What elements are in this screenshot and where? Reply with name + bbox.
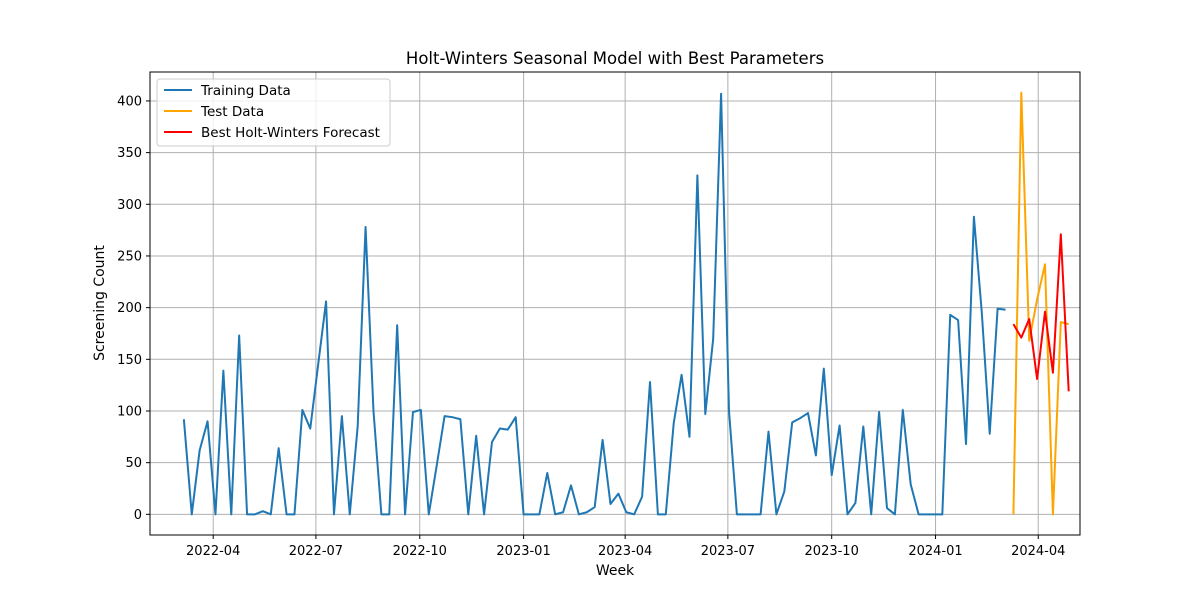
x-tick-label: 2023-10 — [805, 544, 859, 559]
legend-label-1: Test Data — [200, 104, 264, 120]
chart-title: Holt-Winters Seasonal Model with Best Pa… — [406, 49, 824, 68]
series-line-2 — [1012, 233, 1070, 392]
y-tick-label: 350 — [117, 146, 142, 161]
x-tick-label: 2023-04 — [598, 544, 652, 559]
y-tick-label: 0 — [134, 508, 142, 523]
plot-frame — [149, 71, 1081, 536]
y-tick-label: 400 — [117, 94, 142, 109]
x-tick-label: 2022-07 — [289, 544, 343, 559]
y-tick-label: 150 — [117, 353, 142, 368]
legend-label-0: Training Data — [200, 83, 291, 99]
y-axis-label: Screening Count — [92, 245, 108, 361]
y-tick-label: 50 — [125, 456, 142, 471]
x-tick-label: 2022-04 — [186, 544, 240, 559]
x-tick-label: 2024-01 — [908, 544, 962, 559]
plot-area — [150, 72, 1080, 535]
x-tick-label: 2022-10 — [393, 544, 447, 559]
series-lines — [182, 91, 1070, 516]
series-line-1 — [1012, 91, 1069, 516]
legend-label-2: Best Holt-Winters Forecast — [201, 125, 380, 141]
x-axis: 2022-04 2022-07 2022-10 2023-01 2023-04 2023-… — [186, 535, 1065, 559]
y-axis: 0 50 100 150 200 250 300 350 400 — [117, 94, 150, 523]
legend-box — [156, 78, 391, 147]
y-tick-label: 100 — [117, 404, 142, 419]
y-tick-label: 250 — [117, 249, 142, 264]
y-tick-label: 200 — [117, 301, 142, 316]
x-axis-label: Week — [596, 563, 635, 579]
series-line-0 — [182, 92, 1006, 516]
x-tick-label: 2024-04 — [1011, 544, 1065, 559]
legend: Training Data Test Data Best Holt-Winters … — [156, 78, 391, 147]
x-tick-label: 2023-07 — [701, 544, 755, 559]
x-tick-label: 2023-01 — [496, 544, 550, 559]
y-tick-label: 300 — [117, 198, 142, 213]
